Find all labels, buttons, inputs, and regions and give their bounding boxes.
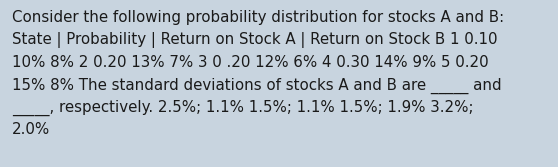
- Text: State | Probability | Return on Stock A | Return on Stock B 1 0.10: State | Probability | Return on Stock A …: [12, 33, 498, 48]
- Text: 15% 8% The standard deviations of stocks A and B are _____ and: 15% 8% The standard deviations of stocks…: [12, 77, 502, 94]
- Text: Consider the following probability distribution for stocks A and B:: Consider the following probability distr…: [12, 10, 504, 25]
- Text: 10% 8% 2 0.20 13% 7% 3 0 .20 12% 6% 4 0.30 14% 9% 5 0.20: 10% 8% 2 0.20 13% 7% 3 0 .20 12% 6% 4 0.…: [12, 55, 489, 70]
- Text: _____, respectively. 2.5%; 1.1% 1.5%; 1.1% 1.5%; 1.9% 3.2%;: _____, respectively. 2.5%; 1.1% 1.5%; 1.…: [12, 100, 474, 116]
- Text: 2.0%: 2.0%: [12, 123, 50, 137]
